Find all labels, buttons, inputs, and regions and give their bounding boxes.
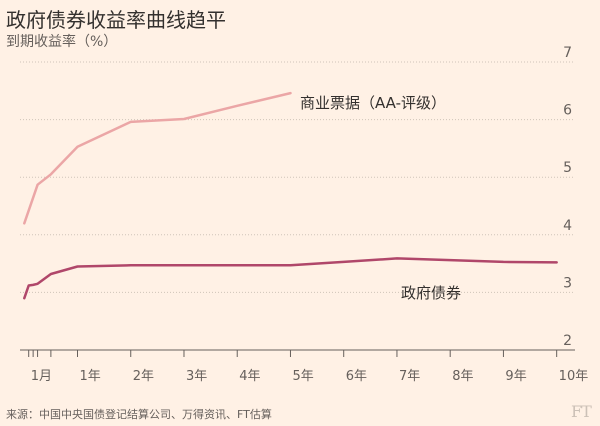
y-tick-label-2: 2 bbox=[563, 333, 572, 349]
x-tick-label-3: 3年 bbox=[186, 369, 207, 384]
x-tick-label-4: 4年 bbox=[239, 369, 260, 384]
x-tick-label-6: 6年 bbox=[346, 369, 367, 384]
y-tick-label-5: 5 bbox=[563, 160, 572, 176]
chart-subtitle: 到期收益率（%） bbox=[6, 34, 118, 50]
y-axis-ticks: 2 3 4 5 6 7 bbox=[563, 45, 572, 349]
x-tick-label-9: 9年 bbox=[505, 369, 526, 384]
x-tick-label-1: 1年 bbox=[80, 369, 101, 384]
x-tick-label-2: 2年 bbox=[133, 369, 154, 384]
y-tick-label-4: 4 bbox=[563, 218, 572, 234]
series-labels: 商业票据（AA-评级） 政府债券 bbox=[300, 94, 461, 302]
y-tick-label-7: 7 bbox=[563, 45, 572, 61]
y-tick-label-6: 6 bbox=[563, 103, 572, 119]
chart-title: 政府债券收益率曲线趋平 bbox=[6, 8, 226, 32]
series-line-1 bbox=[23, 257, 558, 300]
x-tick-label-8: 8年 bbox=[452, 369, 473, 384]
series-lines bbox=[23, 91, 558, 300]
x-tick-label-10: 10年 bbox=[559, 369, 589, 384]
ft-logo: FT bbox=[571, 402, 592, 421]
series-label-commercial-paper: 商业票据（AA-评级） bbox=[300, 94, 446, 112]
series-label-government-bonds: 政府债券 bbox=[401, 284, 461, 302]
x-tick-label-7: 7年 bbox=[399, 369, 420, 384]
x-axis: 1月 1年 2年 3年 4年 5年 6年 7年 8年 9年 10年 bbox=[20, 349, 589, 384]
y-tick-label-3: 3 bbox=[563, 275, 572, 291]
x-tick-label-5: 5年 bbox=[292, 369, 313, 384]
x-tick-label-0: 1月 bbox=[31, 369, 52, 384]
series-line-0 bbox=[23, 91, 292, 225]
gridlines bbox=[20, 61, 575, 293]
source-note: 来源：中国中央国债登记结算公司、万得资讯、FT估算 bbox=[6, 408, 272, 421]
